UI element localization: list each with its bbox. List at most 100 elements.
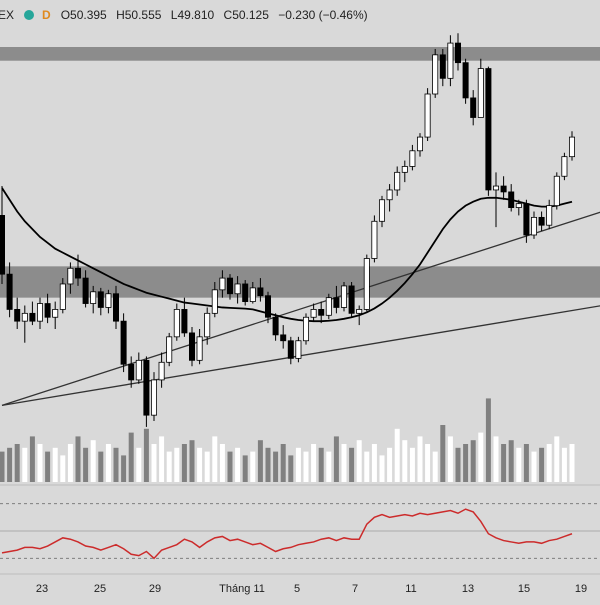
candle-down[interactable]: [348, 285, 355, 314]
volume-bar[interactable]: [67, 444, 73, 482]
candle-up[interactable]: [21, 312, 28, 322]
volume-bar[interactable]: [295, 447, 301, 482]
candle-down[interactable]: [242, 283, 249, 302]
candle-up[interactable]: [135, 359, 142, 381]
volume-bar[interactable]: [493, 436, 499, 482]
volume-bar[interactable]: [113, 447, 119, 482]
candle-up[interactable]: [150, 379, 157, 416]
volume-bar[interactable]: [478, 432, 484, 482]
candle-up[interactable]: [302, 316, 309, 342]
candle-down[interactable]: [454, 42, 461, 64]
candle-up[interactable]: [363, 258, 370, 310]
volume-bar[interactable]: [105, 444, 111, 482]
candle-up[interactable]: [416, 136, 423, 152]
x-tick-label[interactable]: 15: [518, 583, 530, 595]
candle-up[interactable]: [371, 220, 378, 259]
candle-up[interactable]: [37, 303, 44, 322]
volume-bar[interactable]: [143, 428, 149, 482]
volume-bar[interactable]: [531, 451, 537, 482]
candle-up[interactable]: [59, 283, 66, 310]
candle-up[interactable]: [432, 54, 439, 95]
candle-down[interactable]: [470, 97, 477, 118]
volume-bar[interactable]: [166, 451, 172, 482]
resistance-zone-1[interactable]: [0, 266, 600, 298]
volume-bar[interactable]: [501, 444, 507, 482]
volume-bar[interactable]: [52, 447, 58, 482]
volume-bar[interactable]: [402, 440, 408, 482]
candle-down[interactable]: [538, 216, 545, 226]
volume-bar[interactable]: [432, 451, 438, 482]
interval-badge[interactable]: D: [42, 8, 51, 22]
trendline-0[interactable]: [1, 211, 600, 406]
candle-down[interactable]: [500, 185, 507, 193]
volume-bar[interactable]: [387, 447, 393, 482]
candle-up[interactable]: [219, 277, 226, 291]
candle-down[interactable]: [97, 291, 104, 308]
volume-bar[interactable]: [280, 444, 286, 482]
candle-down[interactable]: [143, 359, 150, 416]
volume-bar[interactable]: [371, 444, 377, 482]
volume-bar[interactable]: [257, 440, 263, 482]
volume-bar[interactable]: [311, 444, 317, 482]
volume-bar[interactable]: [75, 436, 81, 482]
trendline-1[interactable]: [1, 305, 600, 407]
volume-bar[interactable]: [159, 436, 165, 482]
candle-down[interactable]: [6, 273, 13, 310]
candle-up[interactable]: [394, 171, 401, 191]
candle-down[interactable]: [128, 363, 135, 381]
x-tick-label[interactable]: 13: [462, 583, 474, 595]
candle-up[interactable]: [477, 68, 484, 118]
volume-bar[interactable]: [29, 436, 35, 482]
candle-down[interactable]: [287, 340, 294, 359]
volume-bar[interactable]: [539, 447, 545, 482]
volume-bar[interactable]: [0, 451, 5, 482]
candle-down[interactable]: [508, 191, 515, 208]
candle-up[interactable]: [204, 312, 211, 338]
x-tick-label[interactable]: 19: [575, 583, 587, 595]
candle-down[interactable]: [29, 312, 36, 322]
volume-bar[interactable]: [455, 447, 461, 482]
volume-bar[interactable]: [7, 447, 13, 482]
volume-bar[interactable]: [485, 398, 491, 482]
volume-bar[interactable]: [204, 451, 210, 482]
candle-up[interactable]: [196, 336, 203, 361]
volume-bar[interactable]: [326, 451, 332, 482]
volume-bar[interactable]: [219, 444, 225, 482]
volume-bar[interactable]: [364, 451, 370, 482]
moving-average-line[interactable]: [1, 187, 573, 323]
volume-bar[interactable]: [523, 444, 529, 482]
volume-bar[interactable]: [463, 444, 469, 482]
candle-up[interactable]: [166, 336, 173, 363]
volume-bar[interactable]: [273, 451, 279, 482]
volume-bar[interactable]: [508, 440, 514, 482]
volume-bar[interactable]: [569, 444, 575, 482]
candle-down[interactable]: [181, 309, 188, 334]
candle-up[interactable]: [67, 267, 74, 285]
candle-up[interactable]: [52, 309, 59, 318]
volume-bar[interactable]: [22, 447, 28, 482]
candle-up[interactable]: [310, 309, 317, 318]
candle-up[interactable]: [553, 175, 560, 207]
volume-bar[interactable]: [174, 447, 180, 482]
volume-bar[interactable]: [516, 447, 522, 482]
candle-up[interactable]: [531, 216, 538, 236]
volume-bar[interactable]: [45, 451, 51, 482]
x-tick-label[interactable]: 11: [405, 583, 416, 595]
candle-down[interactable]: [226, 277, 233, 295]
volume-bar[interactable]: [341, 444, 347, 482]
x-tick-label[interactable]: 25: [94, 583, 106, 595]
x-tick-label[interactable]: 5: [294, 583, 300, 595]
candle-up[interactable]: [295, 340, 302, 359]
volume-bar[interactable]: [181, 444, 187, 482]
volume-bar[interactable]: [470, 440, 476, 482]
candle-up[interactable]: [386, 189, 393, 201]
volume-bar[interactable]: [37, 444, 43, 482]
x-tick-label[interactable]: 29: [149, 583, 161, 595]
candle-down[interactable]: [333, 297, 340, 308]
volume-bar[interactable]: [98, 451, 104, 482]
volume-bar[interactable]: [90, 440, 96, 482]
volume-bar[interactable]: [151, 444, 157, 482]
x-tick-label[interactable]: 7: [352, 583, 358, 595]
volume-bar[interactable]: [242, 455, 248, 482]
candle-up[interactable]: [234, 283, 241, 295]
